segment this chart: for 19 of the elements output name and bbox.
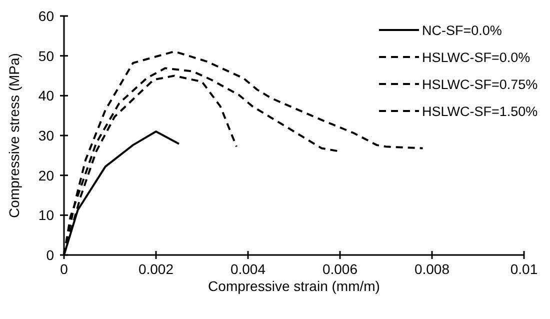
legend-label: HSLWC-SF=0.0% <box>422 50 530 65</box>
y-tick-label: 10 <box>38 207 54 224</box>
y-tick-label: 50 <box>38 48 54 64</box>
x-tick-label: 0.002 <box>138 261 174 277</box>
y-axis-title: Compressive stress (MPa) <box>6 53 22 218</box>
y-tick-label: 30 <box>38 128 54 144</box>
x-tick-label: 0.008 <box>414 261 450 277</box>
y-tick-label: 0 <box>46 247 54 263</box>
legend-label: HSLWC-SF=0.75% <box>422 77 538 92</box>
x-tick-label: 0 <box>60 261 68 277</box>
x-axis-title: Compressive strain (mm/m) <box>208 278 380 294</box>
legend-label: HSLWC-SF=1.50% <box>422 104 538 119</box>
y-tick-label: 60 <box>38 8 54 24</box>
legend-label: NC-SF=0.0% <box>422 23 502 38</box>
x-tick-label: 0.01 <box>510 261 538 277</box>
y-tick-label: 40 <box>38 88 54 104</box>
x-tick-label: 0.006 <box>322 261 358 277</box>
x-tick-label: 0.004 <box>230 261 266 277</box>
y-tick-label: 20 <box>38 167 54 184</box>
